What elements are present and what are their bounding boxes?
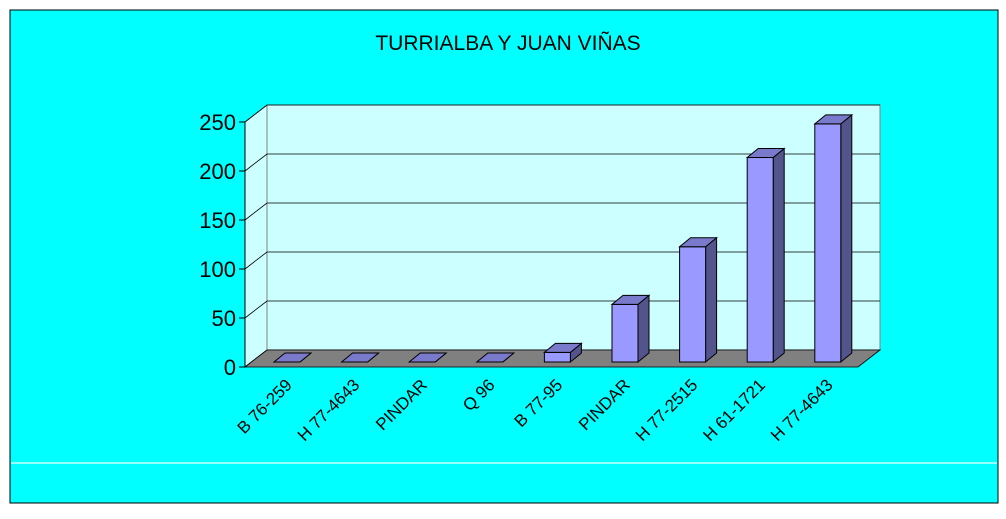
bar-top: [272, 352, 313, 363]
grid-line: [244, 202, 880, 221]
bar-top: [813, 114, 854, 125]
bar-front: [679, 246, 707, 363]
bar-top: [542, 342, 583, 353]
back-wall: [266, 104, 881, 351]
bar: [678, 236, 719, 364]
grid-line: [244, 153, 880, 172]
bar: [272, 352, 313, 363]
bar: [340, 352, 381, 363]
bar-top: [745, 148, 786, 159]
side-wall: [244, 103, 268, 369]
bar-front: [543, 351, 571, 363]
y-tick-label: 0: [224, 355, 236, 380]
grid-line: [244, 104, 880, 123]
chart-title: TURRIALBA Y JUAN VIÑAS: [375, 31, 640, 55]
bar-top: [610, 294, 651, 305]
bar: [407, 352, 448, 363]
bar-side: [840, 113, 853, 364]
bar-top: [407, 352, 448, 363]
bar-side: [705, 236, 718, 364]
y-tick-label: 150: [199, 208, 236, 233]
bar: [475, 352, 516, 363]
bar-side: [772, 147, 785, 364]
bar-front: [611, 303, 639, 363]
bar-top: [475, 352, 516, 363]
bar-front: [746, 157, 774, 363]
y-tick-label: 100: [199, 257, 236, 282]
bar-top: [678, 237, 719, 248]
y-tick-label: 50: [212, 306, 236, 331]
bar-front: [814, 123, 842, 363]
bar-side: [637, 294, 650, 364]
bar-top: [340, 352, 381, 363]
grid-line: [244, 300, 880, 319]
bar: [610, 294, 651, 364]
y-tick-label: 200: [199, 159, 236, 184]
bar: [813, 113, 854, 364]
grid-line: [244, 251, 880, 270]
bar: [745, 147, 786, 364]
y-tick-label: 250: [199, 110, 236, 135]
bar: [542, 342, 583, 364]
